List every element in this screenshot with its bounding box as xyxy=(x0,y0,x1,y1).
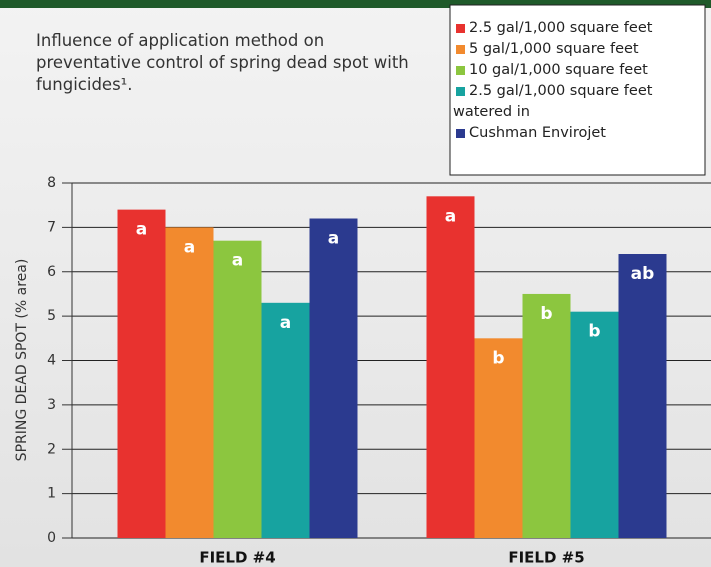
legend-entry: Cushman Envirojet xyxy=(469,125,606,141)
y-tick-label: 0 xyxy=(47,530,56,546)
legend-swatch xyxy=(456,66,465,75)
bar-letter: a xyxy=(136,220,147,240)
legend-swatch xyxy=(456,45,465,54)
bar xyxy=(213,240,262,538)
bar-letter: ab xyxy=(631,264,655,284)
chart-title: Influence of application method on preve… xyxy=(36,31,409,94)
bar xyxy=(117,209,166,538)
y-tick-label: 1 xyxy=(47,486,56,502)
y-axis-label: SPRING DEAD SPOT (% area) xyxy=(14,259,30,462)
legend-box xyxy=(449,4,706,176)
bar-letter: a xyxy=(328,229,339,249)
bar-letter: a xyxy=(184,237,195,257)
bar xyxy=(309,218,358,538)
y-tick-label: 4 xyxy=(47,353,56,369)
legend-label: 2.5 gal/1,000 square feet watered in xyxy=(453,83,653,120)
y-tick-label: 2 xyxy=(47,441,56,457)
legend-label: Cushman Envirojet xyxy=(469,125,606,141)
legend-swatch xyxy=(456,129,465,138)
x-tick-label: FIELD #5 xyxy=(508,549,584,567)
top-strip xyxy=(0,0,711,8)
bar xyxy=(570,311,619,538)
bar xyxy=(618,254,667,538)
legend-label: 10 gal/1,000 square feet xyxy=(469,62,648,78)
bar xyxy=(522,293,571,538)
y-tick-label: 3 xyxy=(47,397,56,413)
bar-letter: b xyxy=(492,348,504,368)
y-tick-label: 8 xyxy=(47,175,56,191)
bar-letter: b xyxy=(588,322,600,342)
legend: 2.5 gal/1,000 square feet 5 gal/1,000 squ… xyxy=(453,20,653,141)
legend-entry: 10 gal/1,000 square feet xyxy=(469,62,648,78)
legend-entry: 2.5 gal/1,000 square feet watered in xyxy=(453,83,653,120)
bar-letter: a xyxy=(445,206,456,226)
legend-swatch xyxy=(456,87,465,96)
bar xyxy=(165,227,214,538)
legend-label: 2.5 gal/1,000 square feet xyxy=(469,20,653,36)
legend-entry: 5 gal/1,000 square feet xyxy=(469,41,639,57)
legend-label: 5 gal/1,000 square feet xyxy=(469,41,639,57)
y-tick-label: 6 xyxy=(47,264,56,280)
legend-entry: 2.5 gal/1,000 square feet xyxy=(469,20,653,36)
bar xyxy=(426,196,475,538)
bar-letter: a xyxy=(280,313,291,333)
bar xyxy=(474,338,523,538)
bar-letter: b xyxy=(540,304,552,324)
legend-swatch xyxy=(456,24,465,33)
y-tick-label: 5 xyxy=(47,308,56,324)
bar-letter: a xyxy=(232,251,243,271)
bar xyxy=(261,302,310,538)
y-tick-label: 7 xyxy=(47,219,56,235)
x-tick-label: FIELD #4 xyxy=(199,549,275,567)
title-box: Influence of application method on preve… xyxy=(36,31,409,94)
